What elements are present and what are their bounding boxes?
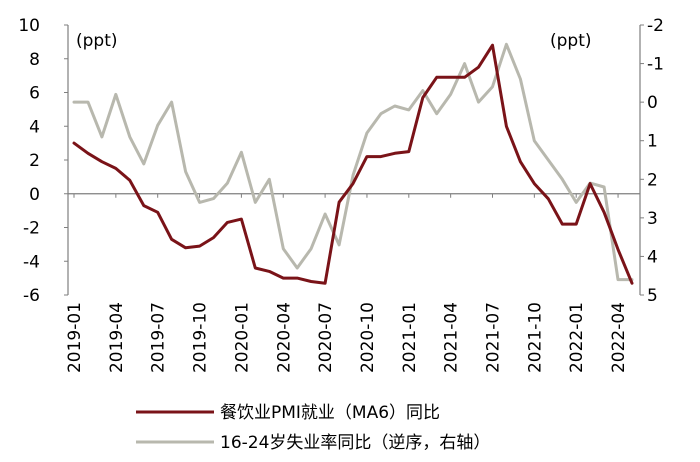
right-axis-unit: (ppt)	[550, 31, 592, 51]
x-tick-label: 2022-04	[609, 302, 629, 373]
x-tick-label: 2020-10	[358, 302, 378, 373]
right-tick-label: -1	[647, 55, 664, 75]
x-tick-label: 2021-07	[484, 302, 504, 373]
right-tick-label: 5	[647, 286, 658, 306]
series-line-unemployment	[72, 42, 634, 282]
right-tick-label: 3	[647, 209, 658, 229]
x-tick-label: 2021-04	[442, 302, 462, 373]
right-tick-label: 0	[647, 93, 658, 113]
x-tick-label: 2019-04	[107, 302, 127, 373]
x-tick-label: 2019-07	[149, 302, 169, 373]
legend: 餐饮业PMI就业（MA6）同比 16-24岁失业率同比（逆序，右轴）	[136, 403, 490, 453]
x-tick-label: 2019-10	[191, 302, 211, 373]
left-y-axis: 10 8 6 4 2 0 -2 -4 -6	[18, 16, 69, 306]
x-tick-label: 2020-04	[274, 302, 294, 373]
left-tick-label: -4	[23, 252, 40, 272]
left-tick-label: 10	[18, 16, 40, 36]
left-tick-label: 0	[29, 185, 40, 205]
left-axis-unit: (ppt)	[76, 31, 118, 51]
series-line-pmi	[72, 43, 634, 285]
x-tick-label: 2020-01	[232, 302, 252, 373]
series-layer	[72, 42, 634, 285]
x-tick-label: 2020-07	[316, 302, 336, 373]
x-tick-label: 2019-01	[65, 302, 85, 373]
legend-label-unemployment: 16-24岁失业率同比（逆序，右轴）	[220, 433, 490, 453]
left-tick-label: -6	[23, 286, 40, 306]
left-tick-label: 4	[29, 117, 40, 137]
left-tick-label: 8	[29, 50, 40, 70]
right-tick-label: 4	[647, 247, 658, 267]
right-y-axis: -2 -1 0 1 2 3 4 5	[639, 16, 664, 306]
right-tick-label: 2	[647, 170, 658, 190]
left-tick-label: -2	[23, 219, 40, 239]
left-tick-label: 6	[29, 84, 40, 104]
x-tick-label: 2021-10	[525, 302, 545, 373]
left-tick-label: 2	[29, 151, 40, 171]
legend-label-pmi: 餐饮业PMI就业（MA6）同比	[220, 403, 440, 423]
x-tick-label: 2022-01	[567, 302, 587, 373]
right-tick-label: 1	[647, 132, 658, 152]
x-axis: 2019-01 2019-04 2019-07 2019-10 2020-01 2020-…	[65, 193, 629, 373]
right-tick-label: -2	[647, 16, 664, 36]
x-tick-label: 2021-01	[400, 302, 420, 373]
